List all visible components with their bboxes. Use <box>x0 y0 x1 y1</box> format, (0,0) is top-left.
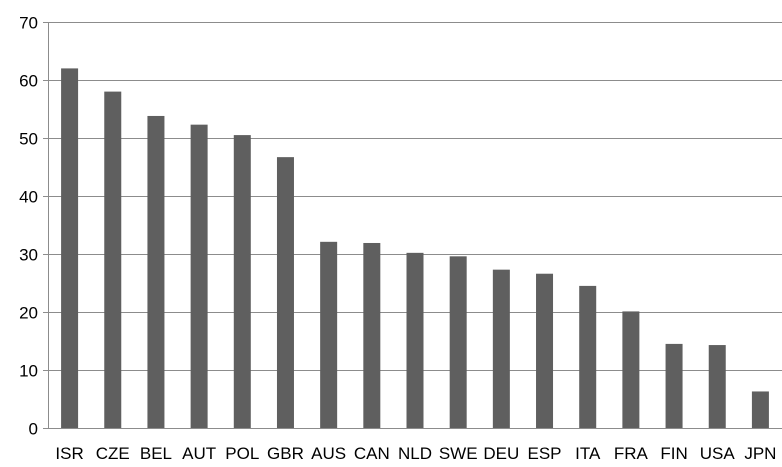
y-tick-labels: 0 10 20 30 40 50 60 70 <box>19 14 38 439</box>
x-category-label: DEU <box>483 444 519 463</box>
y-tick-label: 40 <box>19 188 38 207</box>
bar-can <box>363 242 381 428</box>
x-category-label: AUT <box>182 444 216 463</box>
x-category-label: CZE <box>96 444 130 463</box>
x-category-label: FRA <box>614 444 649 463</box>
x-category-label: BEL <box>140 444 172 463</box>
y-tick-label: 60 <box>19 72 38 91</box>
bar-nld <box>406 252 424 428</box>
bar-bel <box>147 115 165 429</box>
bar-ita <box>579 285 597 428</box>
y-tick-label: 70 <box>19 14 38 33</box>
x-category-label: SWE <box>439 444 478 463</box>
bar-cze <box>104 91 122 428</box>
bar-isr <box>61 68 79 429</box>
x-category-label: USA <box>700 444 736 463</box>
bar-swe <box>449 256 467 428</box>
bar-fin <box>665 343 683 428</box>
x-category-label: NLD <box>398 444 432 463</box>
x-category-label: ESP <box>528 444 562 463</box>
bar-deu <box>492 269 510 428</box>
bar-esp <box>536 273 554 428</box>
bar-gbr <box>276 157 294 428</box>
y-tick-label: 30 <box>19 246 38 265</box>
bar-usa <box>708 345 726 428</box>
y-tick-label: 50 <box>19 130 38 149</box>
x-category-label: ITA <box>575 444 601 463</box>
x-category-label: POL <box>225 444 259 463</box>
bar-aus <box>320 241 338 428</box>
x-category-label: JPN <box>744 444 776 463</box>
bar-jpn <box>751 391 769 428</box>
bar-aut <box>190 124 208 428</box>
x-category-labels: ISR CZE BEL AUT POL GBR AUS CAN NLD SWE DEU ESP ITA F… <box>55 444 776 463</box>
bar-fra <box>622 311 640 428</box>
axes <box>43 22 782 429</box>
x-category-label: AUS <box>311 444 346 463</box>
bars <box>61 68 769 429</box>
x-category-label: FIN <box>660 444 687 463</box>
x-category-label: GBR <box>267 444 304 463</box>
y-tick-label: 10 <box>19 362 38 381</box>
x-category-label: CAN <box>354 444 390 463</box>
bar-pol <box>233 135 251 428</box>
y-tick-label: 0 <box>29 420 38 439</box>
x-category-label: ISR <box>55 444 83 463</box>
y-tick-label: 20 <box>19 304 38 323</box>
